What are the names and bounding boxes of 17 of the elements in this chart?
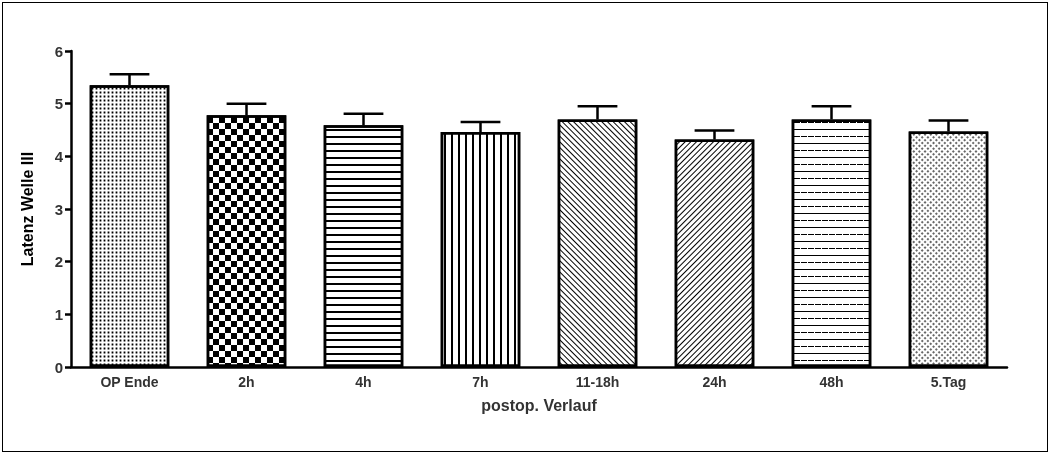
y-tick-label: 5 <box>54 95 63 113</box>
y-tick-label: 6 <box>54 42 63 60</box>
y-tick-label: 2 <box>54 253 63 271</box>
x-tick-label: 4h <box>355 374 372 390</box>
x-tick-label: 24h <box>702 374 727 390</box>
x-tick-label: 5.Tag <box>930 374 967 390</box>
y-tick-label: 4 <box>54 147 64 165</box>
x-axis-title: postop. Verlauf <box>481 396 598 414</box>
x-tick-label: OP Ende <box>100 374 159 390</box>
y-axis-title: Latenz Welle III <box>18 151 36 267</box>
x-tick-label: 2h <box>238 374 255 390</box>
y-tick-label: 3 <box>54 200 63 218</box>
x-tick-label: 48h <box>819 374 844 390</box>
y-tick-label: 1 <box>54 305 63 323</box>
x-tick-label: 11-18h <box>575 374 620 390</box>
y-tick-label: 0 <box>54 358 63 376</box>
x-tick-label: 7h <box>472 374 489 390</box>
